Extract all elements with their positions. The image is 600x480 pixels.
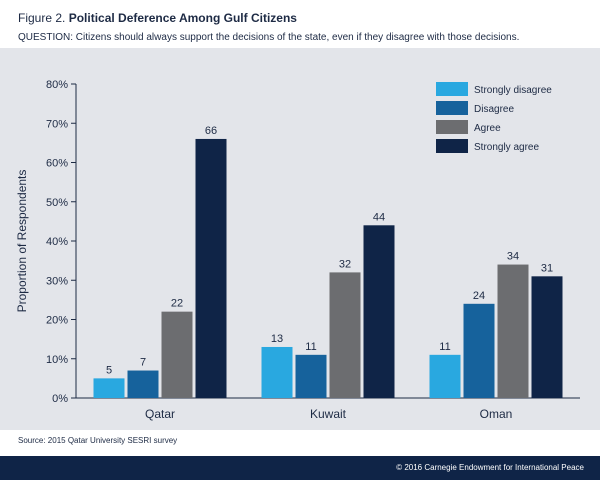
y-tick-label: 0%: [52, 393, 68, 405]
y-tick-label: 30%: [46, 275, 68, 287]
data-label: 7: [140, 357, 146, 369]
bar: [429, 354, 461, 398]
figure-header: Figure 2. Political Deference Among Gulf…: [18, 10, 588, 44]
y-tick-label: 40%: [46, 236, 68, 248]
y-tick-label: 10%: [46, 354, 68, 366]
y-tick-label: 50%: [46, 197, 68, 209]
legend-swatch: [436, 101, 468, 115]
footer-bar: © 2016 Carnegie Endowment for Internatio…: [0, 456, 600, 480]
bar: [195, 138, 227, 398]
y-tick-label: 80%: [46, 79, 68, 91]
legend-swatch: [436, 82, 468, 96]
bar: [261, 346, 293, 398]
source-note: Source: 2015 Qatar University SESRI surv…: [18, 436, 178, 445]
bar: [295, 354, 327, 398]
data-label: 44: [373, 211, 385, 223]
chart-title: Political Deference Among Gulf Citizens: [68, 11, 297, 25]
legend-swatch: [436, 120, 468, 134]
x-tick-label: Qatar: [145, 407, 175, 421]
legend-label: Agree: [474, 123, 501, 134]
bar-chart: 0% 10% 20% 30% 40% 50% 60% 70% 80% Proportion of …: [15, 79, 580, 421]
data-label: 5: [106, 364, 112, 376]
bar: [329, 272, 361, 398]
data-label: 22: [171, 298, 183, 310]
y-tick-label: 70%: [46, 118, 68, 130]
bar: [463, 303, 495, 398]
bar: [93, 378, 125, 398]
data-label: 11: [305, 341, 316, 353]
survey-question: QUESTION: Citizens should always support…: [18, 32, 520, 43]
legend-label: Strongly agree: [474, 142, 539, 153]
bar: [497, 264, 529, 398]
bar: [161, 311, 193, 398]
x-tick-label: Kuwait: [310, 407, 347, 421]
data-label: 34: [507, 251, 519, 263]
figure-label: Figure 2.: [18, 11, 66, 25]
y-axis-title: Proportion of Respondents: [15, 170, 29, 313]
copyright-text: © 2016 Carnegie Endowment for Internatio…: [396, 463, 584, 472]
data-label: 66: [205, 125, 217, 137]
y-tick-label: 60%: [46, 158, 68, 170]
x-tick-label: Oman: [480, 407, 513, 421]
data-label: 24: [473, 290, 485, 302]
figure-title: Figure 2. Political Deference Among Gulf…: [18, 10, 588, 26]
data-label: 31: [541, 262, 553, 274]
bar: [363, 225, 395, 398]
data-label: 11: [439, 341, 450, 353]
data-label: 32: [339, 258, 351, 270]
legend-label: Disagree: [474, 104, 514, 115]
y-tick-label: 20%: [46, 315, 68, 327]
bar: [531, 276, 563, 398]
legend-swatch: [436, 139, 468, 153]
data-label: 13: [271, 333, 283, 345]
chart-area: 0% 10% 20% 30% 40% 50% 60% 70% 80% Proportion of …: [0, 48, 600, 430]
bar: [127, 370, 159, 398]
legend-label: Strongly disagree: [474, 85, 552, 96]
